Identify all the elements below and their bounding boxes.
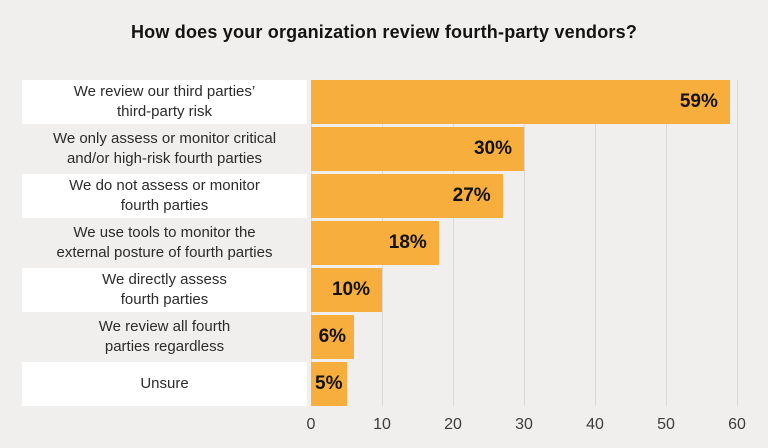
table-row: We review all fourth parties regardless 6% <box>22 315 740 359</box>
chart-title: How does your organization review fourth… <box>130 22 638 42</box>
bar: 6% <box>311 315 354 359</box>
bar: 27% <box>311 174 503 218</box>
bar-track: 30% <box>311 127 740 171</box>
bar: 30% <box>311 127 524 171</box>
table-row: We do not assess or monitor fourth partie… <box>22 174 740 218</box>
bar: 10% <box>311 268 382 312</box>
gridline-30 <box>524 80 525 406</box>
value-label: 10% <box>331 279 370 300</box>
category-label-line: parties regardless <box>104 338 225 355</box>
x-axis-tick-label: 60 <box>728 416 746 433</box>
category-label-line: and/or high-risk fourth parties <box>66 150 263 167</box>
table-row: Unsure 5% <box>22 362 740 406</box>
plot-area: We review our third parties’ third-party … <box>22 80 740 406</box>
value-label: 5% <box>315 373 343 394</box>
category-label-line: third-party risk <box>116 103 213 120</box>
value-label: 59% <box>679 91 718 112</box>
table-row: We only assess or monitor critical and/or… <box>22 127 740 171</box>
value-label: 30% <box>473 138 512 159</box>
category-label-line: We do not assess or monitor <box>69 177 260 194</box>
category-label-line: We only assess or monitor critical <box>52 130 277 147</box>
category-label: We only assess or monitor critical and/or… <box>22 127 307 171</box>
category-label: Unsure <box>22 362 307 406</box>
gridline-40 <box>595 80 596 406</box>
x-axis-tick-label: 50 <box>657 416 675 433</box>
bar-track: 59% <box>311 80 740 124</box>
value-label: 18% <box>388 232 427 253</box>
bar: 5% <box>311 362 347 406</box>
gridline-60 <box>737 80 738 406</box>
x-axis: 0 10 20 30 40 50 60 <box>22 416 746 436</box>
category-label: We review all fourth parties regardless <box>22 315 307 359</box>
table-row: We review our third parties’ third-party … <box>22 80 740 124</box>
bar-chart: We review our third parties’ third-party … <box>22 80 746 436</box>
x-axis-tick-label: 20 <box>444 416 462 433</box>
bar-track: 6% <box>311 315 740 359</box>
category-label-line: fourth parties <box>120 197 209 214</box>
category-label: We do not assess or monitor fourth partie… <box>22 174 307 218</box>
bar-rows: We review our third parties’ third-party … <box>22 80 740 406</box>
bar-track: 10% <box>311 268 740 312</box>
x-axis-tick-label: 40 <box>586 416 604 433</box>
category-label-line: fourth parties <box>120 291 209 308</box>
bar-track: 5% <box>311 362 740 406</box>
table-row: We use tools to monitor the external post… <box>22 221 740 265</box>
category-label-line: We review our third parties’ <box>73 83 256 100</box>
x-axis-tick-label: 10 <box>373 416 391 433</box>
bar-track: 27% <box>311 174 740 218</box>
category-label-line: external posture of fourth parties <box>56 244 273 261</box>
table-row: We directly assess fourth parties 10% <box>22 268 740 312</box>
bar-track: 18% <box>311 221 740 265</box>
bar: 18% <box>311 221 439 265</box>
bar: 59% <box>311 80 730 124</box>
value-label: 6% <box>318 326 347 347</box>
x-axis-tick-label: 30 <box>515 416 533 433</box>
category-label-line: We use tools to monitor the <box>73 224 256 241</box>
gridline-50 <box>666 80 667 406</box>
gridline-20 <box>453 80 454 406</box>
value-label: 27% <box>452 185 491 206</box>
x-axis-tick-label: 0 <box>306 416 316 433</box>
category-label-line: Unsure <box>140 375 189 392</box>
category-label-line: We directly assess <box>102 271 227 288</box>
category-label-line: We review all fourth <box>98 318 231 335</box>
category-label: We review our third parties’ third-party … <box>22 80 307 124</box>
category-label: We directly assess fourth parties <box>22 268 307 312</box>
category-label: We use tools to monitor the external post… <box>22 221 307 265</box>
